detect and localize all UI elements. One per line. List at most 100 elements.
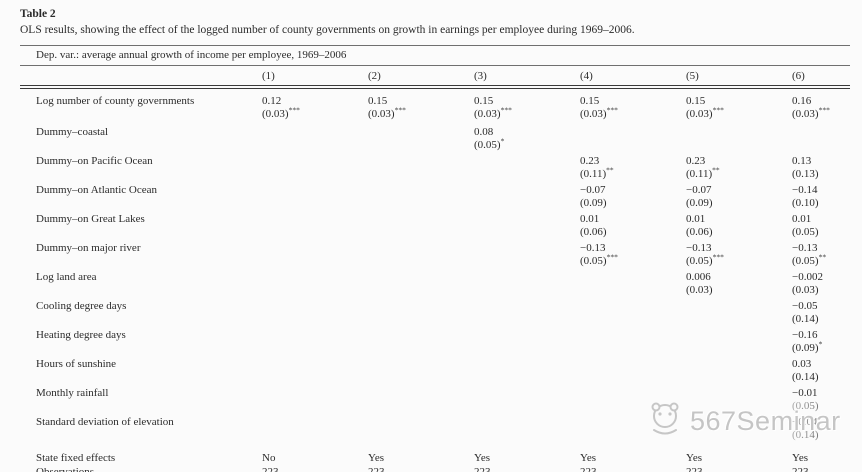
coef-cell	[474, 269, 580, 298]
table-row: Dummy–on Pacific Ocean 0.23 (0.11)** 0.23 (0…	[20, 153, 850, 182]
summary-cell: 223	[474, 465, 491, 472]
coef-cell: −0.002 (0.03)	[792, 269, 850, 298]
summary-cell: Yes	[792, 452, 809, 464]
standard-error: (0.03)***	[262, 105, 300, 120]
coef-cell	[368, 124, 474, 153]
coef-cell	[262, 124, 368, 153]
coef-cell	[474, 356, 580, 385]
coef-cell	[686, 327, 792, 356]
summary-cell: 223	[580, 465, 597, 472]
coef-cell	[580, 356, 686, 385]
coef-cell	[580, 269, 686, 298]
coefficient: 0.23	[580, 155, 600, 167]
coef-cell: 0.23 (0.11)**	[686, 153, 792, 182]
table-body: Log number of county governments 0.12 (0.0…	[20, 87, 850, 443]
coef-cell	[368, 182, 474, 211]
row-label: Monthly rainfall	[36, 387, 109, 399]
summary-cell: No	[262, 452, 276, 464]
table-row: Hours of sunshine 0.03 (0.14)	[20, 356, 850, 385]
standard-error: (0.03)***	[474, 105, 512, 120]
standard-error: (0.05)*	[474, 136, 505, 151]
coef-cell	[368, 240, 474, 269]
coef-cell: 0.01 (0.06)	[580, 211, 686, 240]
coefficient: −0.14	[792, 184, 818, 196]
summary-cell: 223	[792, 465, 809, 472]
coefficient: 0.15	[580, 95, 600, 107]
significance-stars: ***	[288, 105, 300, 115]
coef-cell	[368, 327, 474, 356]
summary-cell: Yes	[580, 452, 597, 464]
coef-cell: 0.15 (0.03)***	[474, 87, 580, 124]
summary-row: State fixed effects No Yes Yes Yes Yes Yes	[20, 443, 850, 466]
standard-error: (0.03)***	[580, 105, 618, 120]
significance-stars: ***	[500, 105, 512, 115]
standard-error: (0.09)*	[792, 339, 823, 354]
coefficient: −0.13	[580, 242, 606, 254]
coef-cell	[262, 356, 368, 385]
coef-cell: −0.14 (0.10)	[792, 182, 850, 211]
standard-error: (0.03)***	[686, 105, 724, 120]
coef-cell	[474, 327, 580, 356]
table-row: Log number of county governments 0.12 (0.0…	[20, 87, 850, 124]
summary-cell: Yes	[474, 452, 491, 464]
coef-cell	[474, 153, 580, 182]
coef-cell	[474, 240, 580, 269]
significance-stars: *	[818, 339, 823, 349]
significance-stars: **	[606, 165, 614, 175]
significance-stars: ***	[818, 105, 830, 115]
column-header: (2)	[368, 65, 474, 89]
coef-cell	[368, 414, 474, 443]
table-heading: Table 2 OLS results, showing the effect …	[0, 0, 862, 37]
coefficient: −0.01	[792, 387, 818, 399]
column-header: (4)	[580, 65, 686, 89]
coef-cell	[368, 269, 474, 298]
row-label: Standard deviation of elevation	[36, 416, 174, 428]
coef-cell: 0.01 (0.06)	[686, 211, 792, 240]
coefficient: 0.15	[686, 95, 706, 107]
coef-cell	[262, 327, 368, 356]
standard-error: (0.03)	[686, 284, 713, 296]
standard-error: (0.03)	[792, 284, 819, 296]
coefficient: 0.13	[792, 155, 812, 167]
standard-error: (0.05)	[792, 226, 819, 238]
watermark-panda-icon	[645, 401, 685, 442]
significance-stars: **	[712, 165, 720, 175]
coefficient: 0.23	[686, 155, 706, 167]
coef-cell	[262, 240, 368, 269]
coefficient: 0.03	[792, 358, 812, 370]
coef-cell: 0.12 (0.03)***	[262, 87, 368, 124]
row-label: State fixed effects	[36, 452, 116, 464]
coefficient: 0.15	[474, 95, 494, 107]
table-row: Dummy–coastal 0.08 (0.05)*	[20, 124, 850, 153]
coef-cell: 0.15 (0.03)***	[686, 87, 792, 124]
watermark-text: 567Seminar	[690, 405, 841, 436]
summary-cell: 223	[686, 465, 703, 472]
coefficient: 0.01	[792, 213, 812, 225]
coef-cell	[368, 356, 474, 385]
coef-cell: −0.13 (0.05)**	[792, 240, 850, 269]
coef-cell	[368, 298, 474, 327]
coef-cell	[792, 124, 850, 153]
standard-error: (0.09)	[580, 197, 607, 209]
coef-cell: −0.16 (0.09)*	[792, 327, 850, 356]
standard-error: (0.13)	[792, 168, 819, 180]
table-description: OLS results, showing the effect of the l…	[20, 24, 635, 36]
coef-cell	[580, 327, 686, 356]
coef-cell	[474, 211, 580, 240]
coef-cell	[368, 153, 474, 182]
coef-cell	[262, 269, 368, 298]
coef-cell	[368, 385, 474, 414]
coef-cell: −0.05 (0.14)	[792, 298, 850, 327]
column-header: (3)	[474, 65, 580, 89]
standard-error: (0.05)**	[792, 252, 827, 267]
standard-error: (0.06)	[580, 226, 607, 238]
column-header-empty	[20, 65, 262, 89]
coefficient: −0.07	[580, 184, 606, 196]
row-label: Hours of sunshine	[36, 358, 117, 370]
watermark: 567Seminar	[645, 399, 845, 443]
coef-cell: 0.23 (0.11)**	[580, 153, 686, 182]
coefficient: 0.01	[686, 213, 706, 225]
row-label: Dummy–on major river	[36, 242, 141, 254]
coef-cell	[262, 298, 368, 327]
